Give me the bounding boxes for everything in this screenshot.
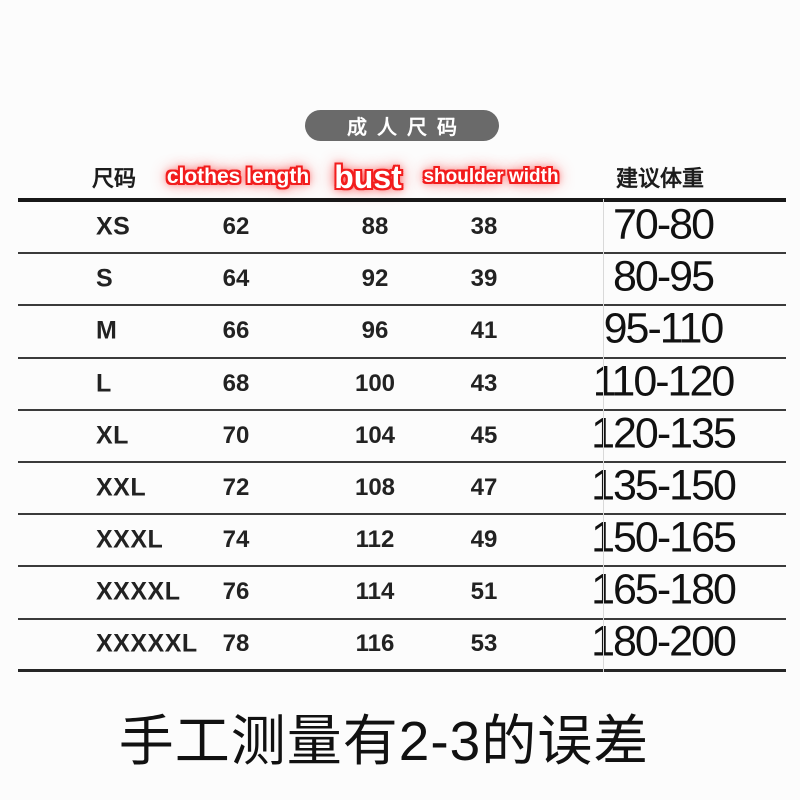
cell-bust: 114 bbox=[355, 578, 395, 606]
cell-suggested-weight: 150-165 bbox=[591, 513, 737, 562]
cell-size: M bbox=[96, 316, 118, 345]
cell-clothes-length: 76 bbox=[222, 578, 250, 606]
cell-suggested-weight: 110-120 bbox=[592, 357, 736, 406]
cell-size: L bbox=[96, 369, 112, 398]
size-table-body: XS 62 88 38 70-80 S 64 92 39 80-95 M 66 … bbox=[18, 198, 786, 672]
table-row: XXL 72 108 47 135-150 bbox=[18, 461, 786, 516]
cell-shoulder-width: 47 bbox=[470, 474, 498, 502]
cell-suggested-weight: 120-135 bbox=[591, 409, 737, 458]
cell-size: XXXL bbox=[96, 525, 164, 554]
weight-column-divider bbox=[603, 199, 604, 672]
cell-shoulder-width: 39 bbox=[470, 265, 498, 293]
table-row: L 68 100 43 110-120 bbox=[18, 357, 786, 411]
cell-size: XS bbox=[96, 212, 131, 241]
cell-clothes-length: 72 bbox=[222, 474, 250, 502]
cell-size: XXL bbox=[96, 473, 147, 502]
column-header-clothes-length: clothes length bbox=[166, 165, 310, 188]
cell-suggested-weight: 165-180 bbox=[591, 565, 737, 614]
cell-shoulder-width: 45 bbox=[470, 421, 498, 449]
cell-clothes-length: 62 bbox=[222, 213, 250, 241]
table-row: XXXXXL 78 116 53 180-200 bbox=[18, 617, 786, 672]
cell-suggested-weight: 180-200 bbox=[591, 617, 737, 666]
measurement-tolerance-note: 手工测量有2-3的误差 bbox=[118, 710, 650, 772]
cell-shoulder-width: 38 bbox=[470, 213, 498, 241]
cell-shoulder-width: 49 bbox=[470, 526, 498, 554]
column-header-size: 尺码 bbox=[92, 166, 137, 191]
cell-shoulder-width: 43 bbox=[470, 369, 498, 397]
cell-size: XXXXL bbox=[96, 577, 181, 606]
cell-size: S bbox=[96, 264, 114, 293]
cell-bust: 88 bbox=[361, 213, 389, 241]
table-row: XL 70 104 45 120-135 bbox=[18, 409, 786, 463]
adult-size-badge: 成人尺码 bbox=[305, 110, 499, 141]
column-header-shoulder-width: shoulder width bbox=[423, 166, 559, 187]
cell-clothes-length: 68 bbox=[222, 369, 250, 397]
cell-size: XXXXXL bbox=[96, 629, 198, 658]
cell-clothes-length: 70 bbox=[222, 421, 250, 449]
table-row: S 64 92 39 80-95 bbox=[18, 252, 786, 307]
cell-clothes-length: 74 bbox=[222, 526, 250, 554]
column-header-bust: bust bbox=[334, 158, 402, 195]
cell-bust: 108 bbox=[354, 474, 396, 502]
cell-suggested-weight: 80-95 bbox=[613, 252, 715, 301]
cell-suggested-weight: 135-150 bbox=[591, 461, 737, 510]
table-row: M 66 96 41 95-110 bbox=[18, 304, 786, 359]
cell-bust: 116 bbox=[355, 630, 395, 658]
cell-suggested-weight: 70-80 bbox=[613, 200, 715, 249]
cell-bust: 104 bbox=[354, 421, 396, 449]
cell-bust: 92 bbox=[361, 265, 389, 293]
cell-clothes-length: 78 bbox=[222, 630, 250, 658]
table-row: XS 62 88 38 70-80 bbox=[18, 200, 786, 255]
cell-size: XL bbox=[96, 421, 129, 450]
cell-bust: 112 bbox=[355, 526, 395, 554]
column-header-suggested-weight: 建议体重 bbox=[615, 166, 705, 191]
table-row: XXXL 74 112 49 150-165 bbox=[18, 513, 786, 568]
cell-shoulder-width: 51 bbox=[470, 578, 498, 606]
cell-bust: 96 bbox=[361, 317, 389, 345]
adult-size-badge-label: 成人尺码 bbox=[347, 117, 467, 139]
table-row: XXXXL 76 114 51 165-180 bbox=[18, 565, 786, 620]
cell-clothes-length: 64 bbox=[222, 265, 250, 293]
cell-shoulder-width: 41 bbox=[470, 317, 498, 345]
cell-clothes-length: 66 bbox=[222, 317, 250, 345]
cell-suggested-weight: 95-110 bbox=[603, 304, 725, 353]
cell-shoulder-width: 53 bbox=[470, 630, 498, 658]
cell-bust: 100 bbox=[354, 369, 396, 397]
